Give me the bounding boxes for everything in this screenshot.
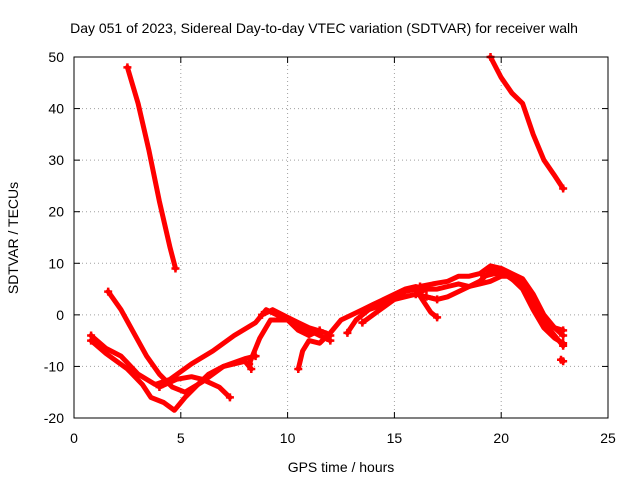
series-arc11 (358, 286, 442, 327)
marker-arc6-0 (155, 383, 164, 392)
series-arc6 (155, 374, 234, 402)
series-layer (87, 53, 568, 413)
y-tick-label-7: 50 (48, 49, 64, 65)
marker-arc8-0 (257, 310, 266, 319)
marker-arc6-1 (225, 393, 234, 402)
marker-arc14-0 (422, 292, 431, 301)
marker-arc5-0 (87, 336, 96, 345)
marker-arc4-0 (104, 287, 113, 296)
marker-arc9-0 (294, 365, 303, 374)
series-arc16 (557, 355, 568, 366)
y-tick-label-0: -20 (44, 410, 64, 426)
x-tick-label-1: 5 (177, 430, 185, 446)
marker-arc2-1 (559, 184, 568, 193)
x-tick-label-0: 0 (70, 430, 78, 446)
series-arc2 (486, 53, 568, 193)
marker-arc11-1 (433, 313, 442, 322)
series-line-arc14 (423, 268, 566, 346)
marker-arc12-0 (411, 290, 420, 299)
series-arc15 (480, 271, 568, 350)
marker-arc7-0 (245, 359, 254, 368)
series-line-arc5 (88, 338, 254, 413)
marker-arc10-0 (343, 328, 352, 337)
series-line-arc15 (481, 271, 566, 349)
y-tick-label-6: 40 (48, 101, 64, 117)
series-line-arc13 (417, 263, 566, 338)
marker-arc13-1 (559, 331, 568, 340)
y-tick-label-2: 0 (56, 307, 64, 323)
y-tick-label-4: 20 (48, 204, 64, 220)
marker-arc16-1 (559, 357, 568, 366)
series-line-arc8 (259, 307, 333, 338)
marker-arc11-0 (358, 318, 367, 327)
series-arc1 (123, 63, 180, 273)
marker-arc1-0 (123, 63, 132, 72)
series-arc5 (87, 336, 256, 413)
series-line-arc2 (488, 54, 566, 191)
marker-arc15-1 (559, 341, 568, 350)
series-line-arc11 (359, 286, 440, 326)
x-tick-label-2: 10 (280, 430, 296, 446)
x-tick-label-4: 20 (493, 430, 509, 446)
series-line-arc1 (124, 64, 178, 271)
y-axis-label: SDTVAR / TECUs (5, 182, 21, 294)
ticks-layer: 0 5 10 15 20 25 -20 -10 0 10 20 30 40 50 (44, 49, 616, 446)
marker-arc5-1 (247, 365, 256, 374)
x-tick-label-5: 25 (600, 430, 616, 446)
y-tick-label-3: 10 (48, 255, 64, 271)
plot-frame (73, 56, 609, 419)
marker-arc1-1 (171, 264, 180, 273)
series-arc13 (416, 263, 568, 340)
y-tick-label-5: 30 (48, 152, 64, 168)
marker-arc15-0 (480, 272, 489, 281)
y-tick-label-1: -10 (44, 358, 64, 374)
chart-title: Day 051 of 2023, Sidereal Day-to-day VTE… (70, 20, 578, 36)
marker-arc13-0 (416, 282, 425, 291)
x-axis-label: GPS time / hours (288, 459, 395, 475)
x-tick-label-3: 15 (387, 430, 403, 446)
series-line-arc6 (156, 374, 233, 400)
